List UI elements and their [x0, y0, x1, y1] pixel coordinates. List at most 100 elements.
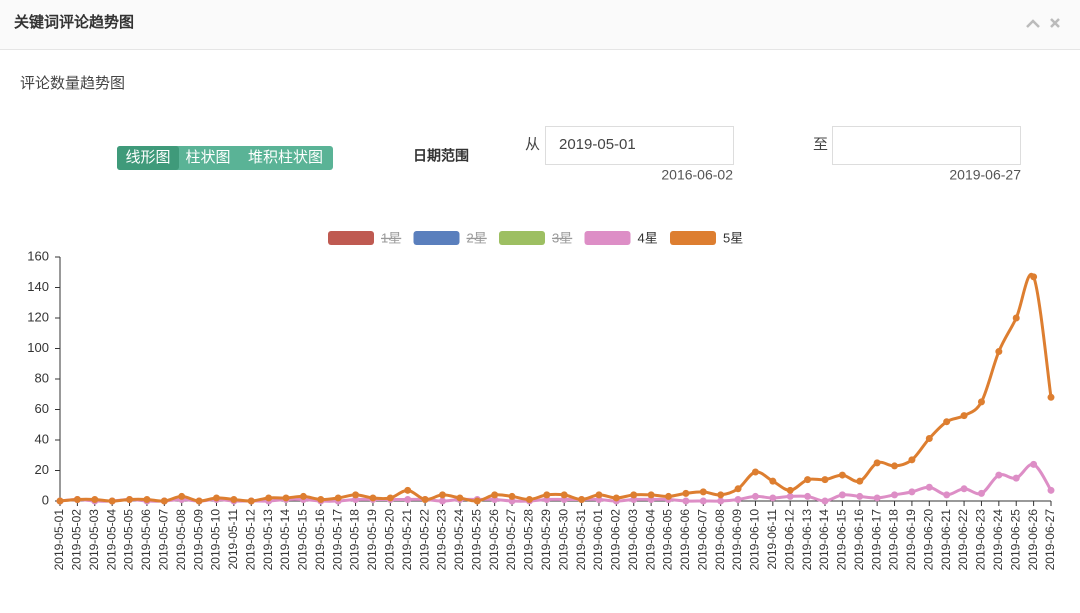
data-point: [960, 485, 968, 493]
x-tick-label: 2019-06-04: [643, 509, 657, 571]
y-tick-label: 120: [27, 309, 49, 324]
x-tick-label: 2019-06-15: [835, 509, 849, 571]
data-point: [699, 488, 707, 496]
panel-title: 评论数量趋势图: [20, 75, 125, 92]
data-point: [1047, 393, 1055, 401]
y-tick-label: 0: [42, 492, 49, 507]
y-tick-label: 20: [35, 462, 49, 477]
data-point: [908, 456, 916, 464]
legend-label[interactable]: 1星: [381, 230, 401, 245]
legend-swatch: [670, 231, 716, 245]
chart-type-button[interactable]: 柱状图: [185, 149, 230, 166]
data-point: [786, 486, 794, 494]
data-point: [525, 495, 533, 503]
x-tick-label: 2019-05-23: [435, 509, 449, 571]
data-point: [873, 459, 881, 467]
data-point: [630, 491, 638, 499]
data-point: [334, 494, 342, 502]
data-point: [856, 477, 864, 485]
x-tick-label: 2019-06-19: [904, 509, 918, 571]
data-point: [543, 491, 551, 499]
data-point: [821, 476, 829, 484]
x-tick-label: 2019-05-18: [348, 509, 362, 571]
data-point: [1012, 314, 1020, 322]
data-point: [404, 495, 412, 503]
data-point: [143, 495, 151, 503]
from-label: 从: [525, 136, 540, 153]
data-point: [977, 398, 985, 406]
data-point: [456, 494, 464, 502]
x-tick-label: 2019-05-15: [296, 509, 310, 571]
chart-type-button[interactable]: 堆积柱状图: [248, 149, 323, 166]
data-point: [838, 471, 846, 479]
data-point: [56, 497, 64, 505]
x-tick-label: 2019-06-12: [782, 509, 796, 571]
x-tick-label: 2019-06-09: [730, 509, 744, 571]
data-point: [178, 492, 186, 500]
from-input[interactable]: [545, 126, 734, 165]
data-point: [804, 476, 812, 484]
data-point: [995, 348, 1003, 356]
chart-type-button[interactable]: 线形图: [125, 149, 170, 166]
data-point: [282, 494, 290, 502]
data-point: [891, 462, 899, 470]
data-point: [265, 494, 273, 502]
x-tick-label: 2019-05-28: [522, 509, 536, 571]
data-point: [769, 494, 777, 502]
data-point: [491, 491, 499, 499]
x-tick-label: 2019-06-21: [939, 509, 953, 571]
data-point: [943, 491, 951, 499]
x-tick-label: 2019-06-11: [765, 509, 779, 570]
legend-label[interactable]: 4星: [638, 230, 658, 245]
data-point: [751, 492, 759, 500]
data-point: [404, 486, 412, 494]
x-tick-label: 2019-05-01: [52, 509, 66, 571]
x-tick-label: 2019-05-19: [365, 509, 379, 571]
legend-swatch: [499, 231, 545, 245]
x-tick-label: 2019-06-25: [1008, 509, 1022, 571]
to-input[interactable]: [832, 126, 1021, 165]
data-point: [960, 412, 968, 420]
x-tick-label: 2019-05-27: [504, 509, 518, 571]
data-point: [699, 497, 707, 505]
data-point: [317, 495, 325, 503]
data-point: [769, 477, 777, 485]
data-point: [804, 492, 812, 500]
x-tick-label: 2019-05-04: [104, 509, 118, 571]
dialog-title: 关键词评论趋势图: [14, 13, 134, 31]
data-point: [891, 491, 899, 499]
data-point: [1030, 460, 1038, 468]
series-line: [59, 272, 1053, 503]
x-tick-label: 2019-06-18: [887, 509, 901, 571]
data-point: [1047, 486, 1055, 494]
x-tick-label: 2019-06-24: [991, 509, 1005, 571]
legend-label[interactable]: 2星: [467, 230, 487, 245]
data-point: [682, 497, 690, 505]
data-point: [717, 497, 725, 505]
x-tick-label: 2019-05-17: [330, 509, 344, 571]
x-tick-label: 2019-06-05: [661, 509, 675, 571]
data-point: [977, 489, 985, 497]
data-point: [647, 491, 655, 499]
close-icon[interactable]: [1050, 18, 1060, 28]
chart: 0 20 40 60 80 100 120 140 160 2019-05-01 2019-05-0…: [27, 230, 1057, 570]
x-tick-label: 2019-05-05: [122, 509, 136, 571]
x-tick-label: 2019-06-07: [695, 509, 709, 571]
data-point: [838, 491, 846, 499]
x-tick-label: 2019-06-20: [921, 509, 935, 571]
button-active[interactable]: [117, 146, 179, 170]
data-point: [821, 497, 829, 505]
x-tick-label: 2019-06-13: [800, 509, 814, 571]
x-tick-label: 2019-05-29: [539, 509, 553, 571]
from-value: 2019-05-01: [559, 136, 636, 153]
y-tick-label: 60: [35, 401, 49, 416]
legend-label[interactable]: 5星: [723, 230, 743, 245]
date-range-label: 日期范围: [413, 148, 469, 164]
x-tick-label: 2019-05-25: [469, 509, 483, 571]
collapse-icon[interactable]: [1026, 19, 1040, 28]
data-point: [665, 492, 673, 500]
data-point: [126, 495, 134, 503]
legend-label[interactable]: 3星: [552, 230, 572, 245]
